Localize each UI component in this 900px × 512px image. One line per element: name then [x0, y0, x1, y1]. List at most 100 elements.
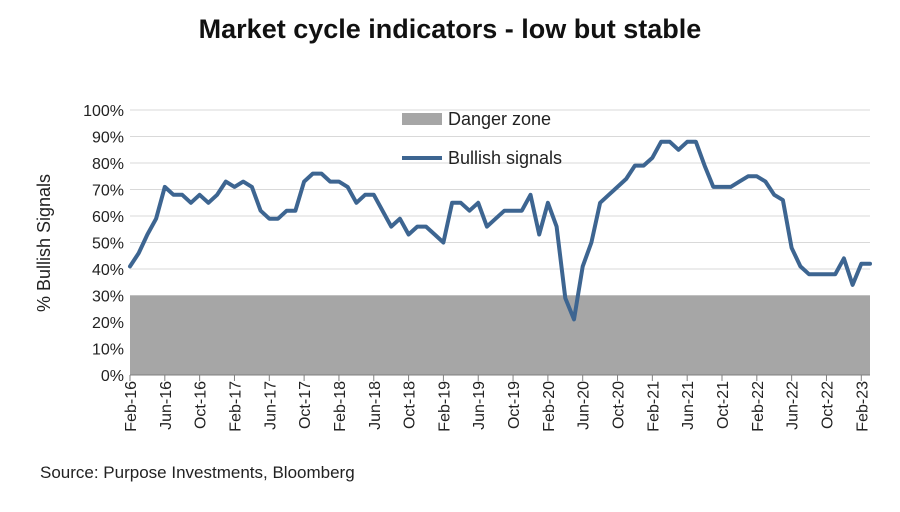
data-point [851, 283, 855, 287]
data-point [180, 193, 184, 197]
data-point [346, 185, 350, 189]
data-point [302, 180, 306, 184]
bullish-signals-line [128, 139, 872, 322]
data-point [511, 209, 515, 213]
data-point [781, 198, 785, 202]
danger-zone-area [130, 295, 870, 375]
data-point [546, 201, 550, 205]
x-tick-label: Feb-20 [541, 381, 558, 432]
data-point [598, 201, 602, 205]
chart-area: 0% 10% 20% 30% 40% 50% 60% 70% 80% 90% 100% Feb-16 J… [34, 103, 872, 432]
x-tick-label: Oct-16 [193, 381, 210, 429]
data-point [746, 174, 750, 178]
y-tick-label: 20% [92, 315, 124, 332]
data-point [764, 180, 768, 184]
x-tick-label: Jun-16 [158, 381, 175, 430]
data-point [293, 209, 297, 213]
data-point [267, 217, 271, 221]
y-tick-label: 0% [101, 368, 124, 385]
y-axis-label: % Bullish Signals [34, 174, 54, 312]
data-point [224, 180, 228, 184]
data-point [468, 209, 472, 213]
y-tick-label: 10% [92, 342, 124, 359]
data-point [354, 201, 358, 205]
data-point [589, 241, 593, 245]
data-point [868, 262, 872, 266]
x-tick-label: Oct-22 [819, 381, 836, 429]
danger-zone-band [130, 295, 870, 375]
y-tick-label: 100% [83, 103, 124, 120]
data-point [755, 174, 759, 178]
data-point [407, 233, 411, 237]
data-point [215, 193, 219, 197]
data-point [476, 201, 480, 205]
data-point [624, 177, 628, 181]
legend: Danger zone Bullish signals [402, 109, 562, 168]
data-point [320, 172, 324, 176]
data-point [824, 272, 828, 276]
data-point [494, 217, 498, 221]
data-point [703, 164, 707, 168]
y-tick-label: 50% [92, 236, 124, 253]
data-point [668, 140, 672, 144]
y-tick-label: 60% [92, 209, 124, 226]
data-point [572, 317, 576, 321]
data-point [189, 201, 193, 205]
y-tick-label: 40% [92, 262, 124, 279]
data-point [172, 193, 176, 197]
x-tick-label: Jun-19 [471, 381, 488, 430]
data-point [311, 172, 315, 176]
data-point [398, 217, 402, 221]
x-tick-label: Feb-18 [332, 381, 349, 432]
data-point [450, 201, 454, 205]
data-point [816, 272, 820, 276]
x-tick-label: Jun-22 [785, 381, 802, 430]
data-point [433, 233, 437, 237]
x-tick-label: Oct-20 [611, 381, 628, 429]
data-point [389, 225, 393, 229]
data-point [241, 180, 245, 184]
x-tick-label: Jun-18 [367, 381, 384, 430]
data-point [163, 185, 167, 189]
data-point [337, 180, 341, 184]
series-layer [128, 139, 872, 322]
x-tick-label: Feb-16 [123, 381, 140, 432]
data-point [485, 225, 489, 229]
x-tick-label: Oct-21 [715, 381, 732, 429]
data-point [328, 180, 332, 184]
data-point [276, 217, 280, 221]
data-point [285, 209, 289, 213]
data-point [842, 256, 846, 260]
data-point [441, 241, 445, 245]
data-point [380, 209, 384, 213]
data-point [259, 209, 263, 213]
x-tick-label: Feb-21 [645, 381, 662, 432]
source-note: Source: Purpose Investments, Bloomberg [40, 463, 355, 482]
data-point [555, 225, 559, 229]
y-tick-label: 70% [92, 183, 124, 200]
data-point [415, 225, 419, 229]
data-point [642, 164, 646, 168]
data-point [772, 193, 776, 197]
data-point [563, 296, 567, 300]
x-tick-label: Feb-22 [750, 381, 767, 432]
y-tick-label: 80% [92, 156, 124, 173]
data-point [206, 201, 210, 205]
data-point [424, 225, 428, 229]
data-point [833, 272, 837, 276]
data-point [694, 140, 698, 144]
data-point [459, 201, 463, 205]
data-point [520, 209, 524, 213]
data-point [616, 185, 620, 189]
x-tick-label: Jun-21 [680, 381, 697, 430]
x-tick-label: Jun-20 [576, 381, 593, 430]
x-tick-label: Oct-18 [402, 381, 419, 429]
data-point [363, 193, 367, 197]
data-point [737, 180, 741, 184]
data-point [711, 185, 715, 189]
x-tick-label: Oct-19 [506, 381, 523, 429]
data-point [633, 164, 637, 168]
data-point [198, 193, 202, 197]
data-point [232, 185, 236, 189]
data-point [859, 262, 863, 266]
